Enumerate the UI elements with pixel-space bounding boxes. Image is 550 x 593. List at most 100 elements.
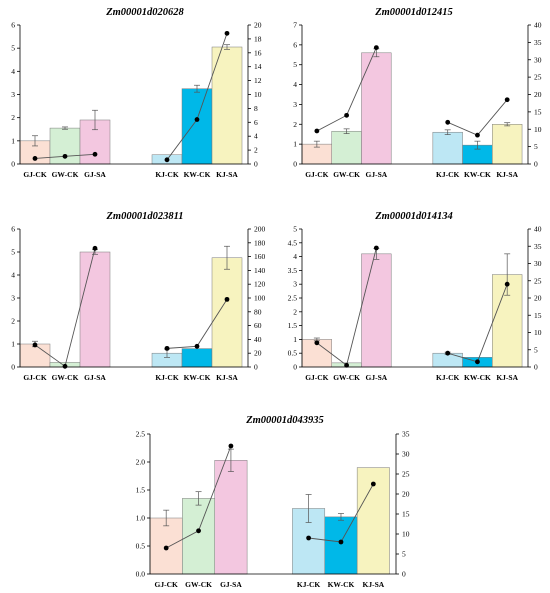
left-tick-label: 3 (11, 294, 15, 303)
line-point (504, 281, 510, 287)
right-tick-label: 15 (534, 107, 542, 116)
line-point (445, 350, 451, 356)
chart-title: Zm00001d023811 (105, 211, 183, 222)
right-tick-label: 8 (254, 104, 258, 113)
category-label: GJ-CK (23, 170, 46, 179)
right-tick-label: 5 (534, 142, 538, 151)
line-point (32, 156, 38, 161)
right-tick-label: 10 (534, 125, 542, 134)
line-point (373, 45, 379, 50)
category-label: GW-CK (333, 170, 360, 179)
bar-kj-sa (211, 257, 243, 368)
line-point (373, 245, 379, 251)
line-point (92, 151, 98, 157)
right-tick-label: 180 (254, 238, 266, 247)
right-tick-label: 2 (254, 146, 258, 155)
left-tick-label: 0.5 (136, 542, 146, 551)
right-tick-label: 0 (402, 570, 406, 579)
bar-kj-sa (492, 124, 523, 165)
left-tick-label: 0.0 (136, 570, 146, 579)
right-tick-label: 0 (534, 160, 538, 169)
line-point (32, 342, 38, 348)
left-tick-label: 0 (293, 160, 297, 169)
right-tick-label: 0 (254, 160, 258, 169)
line-point (314, 128, 320, 134)
right-tick-label: 0 (534, 363, 538, 372)
line-point (344, 362, 350, 368)
category-label: KJ-CK (297, 580, 320, 589)
right-tick-label: 10 (402, 530, 410, 539)
left-tick-label: 6 (11, 21, 15, 30)
right-tick-label: 18 (254, 34, 262, 43)
left-tick-label: 2.0 (136, 458, 146, 467)
right-tick-label: 30 (402, 450, 410, 459)
category-label: GW-CK (52, 373, 79, 382)
right-tick-label: 20 (254, 21, 262, 30)
right-tick-label: 14 (254, 62, 262, 71)
right-tick-label: 15 (534, 311, 542, 320)
line-point (92, 245, 98, 251)
right-tick-label: 40 (534, 225, 542, 234)
bar-kj-sa (211, 46, 243, 165)
right-tick-label: 25 (534, 276, 542, 285)
line-point (314, 340, 320, 346)
left-tick-label: 5 (11, 248, 15, 257)
chart-panel-4: Zm00001d014134 GJ-CK GW-CK GJ-SA KJ-CK KW-CK K… (288, 211, 542, 382)
left-tick-label: 6 (293, 40, 297, 49)
left-tick-label: 0.5 (288, 349, 298, 358)
line-point (164, 157, 170, 163)
category-label: KJ-SA (363, 580, 385, 589)
category-label: GW-CK (185, 580, 212, 589)
left-tick-label: 5 (293, 225, 297, 234)
line-point (228, 443, 234, 449)
category-label: KW-CK (184, 373, 211, 382)
category-label: KJ-CK (436, 373, 459, 382)
left-tick-label: 4 (293, 80, 297, 89)
right-tick-label: 15 (402, 510, 410, 519)
left-tick-label: 2 (293, 307, 297, 316)
right-tick-label: 25 (534, 73, 542, 82)
right-tick-label: 100 (254, 294, 266, 303)
category-label: KW-CK (184, 170, 211, 179)
right-tick-label: 35 (534, 38, 542, 47)
right-tick-label: 160 (254, 252, 266, 261)
bar-gw-ck (182, 498, 215, 575)
category-label: GJ-CK (305, 373, 328, 382)
left-tick-label: 1 (11, 340, 15, 349)
category-label: KJ-CK (155, 373, 178, 382)
bar-kw-ck (181, 88, 213, 165)
category-label: KJ-CK (436, 170, 459, 179)
line-point (62, 363, 68, 369)
left-tick-label: 1 (11, 136, 15, 145)
left-tick-label: 5 (293, 60, 297, 69)
bar-kw-ck (181, 348, 213, 368)
category-label: GJ-SA (84, 170, 106, 179)
category-label: KJ-SA (216, 170, 238, 179)
bar-gj-sa (361, 253, 392, 368)
bar-gj-ck (19, 343, 51, 368)
category-label: GJ-SA (366, 170, 388, 179)
right-tick-label: 25 (402, 470, 410, 479)
chart-panel-3: Zm00001d023811 GJ-CK GW-CK GJ-SA KJ-CK KW-CK K… (11, 211, 265, 382)
right-tick-label: 6 (254, 118, 258, 127)
right-tick-label: 10 (534, 328, 542, 337)
line-point (224, 30, 230, 36)
left-tick-label: 1 (293, 140, 297, 149)
category-label: KW-CK (464, 170, 491, 179)
left-tick-label: 1.5 (288, 321, 298, 330)
left-tick-label: 6 (11, 225, 15, 234)
line-point (504, 97, 510, 103)
line-point (194, 343, 200, 349)
left-tick-label: 4 (11, 271, 15, 280)
right-tick-label: 35 (402, 430, 410, 439)
category-label: KJ-SA (496, 373, 518, 382)
right-tick-label: 120 (254, 280, 266, 289)
line-point (475, 359, 480, 365)
right-tick-label: 12 (254, 76, 262, 85)
left-tick-label: 1 (293, 335, 297, 344)
line-point (445, 119, 451, 125)
right-tick-label: 0 (254, 363, 258, 372)
line-point (196, 528, 201, 534)
right-tick-label: 35 (534, 242, 542, 251)
left-tick-label: 3.5 (288, 266, 298, 275)
